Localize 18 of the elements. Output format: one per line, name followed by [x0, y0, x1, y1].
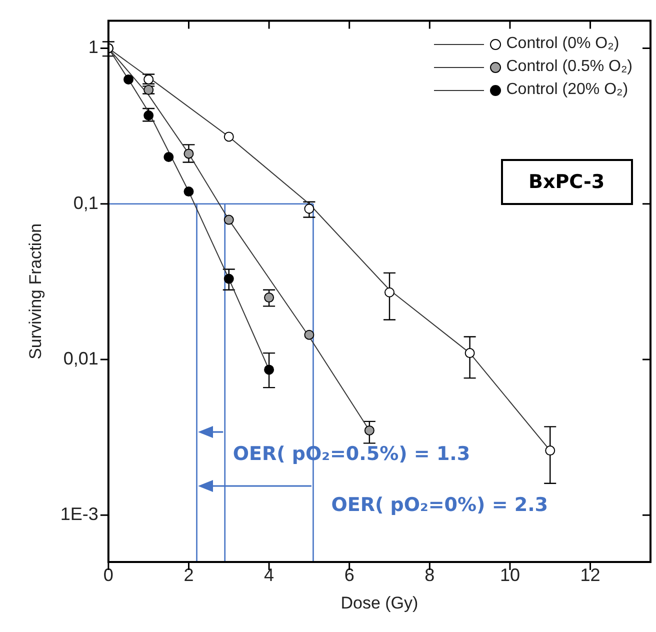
- x-tick-label: 2: [184, 564, 194, 585]
- x-tick-label: 4: [264, 564, 274, 585]
- x-tick-label: 10: [500, 564, 520, 585]
- x-tick-label: 6: [344, 564, 354, 585]
- y-axis-title: Surviving Fraction: [26, 223, 45, 360]
- annotation: OER( pO₂=0%) = 2.3: [331, 494, 548, 516]
- y-tick-label: 0,01: [63, 348, 98, 368]
- x-tick-label: 8: [424, 564, 435, 585]
- x-tick-label: 0: [103, 564, 114, 585]
- legend-label: Control (0% O₂): [506, 35, 620, 54]
- x-tick-label: 12: [580, 564, 600, 585]
- y-tick-label: 1E-3: [60, 504, 98, 524]
- y-tick-label: 0,1: [73, 192, 98, 213]
- x-axis-title: Dose (Gy): [340, 593, 418, 612]
- legend-label: Control (20% O₂): [506, 81, 628, 100]
- annotation: BxPC-3: [500, 158, 633, 205]
- legend-label: Control (0.5% O₂): [506, 58, 632, 76]
- y-tick-label: 1: [88, 37, 98, 58]
